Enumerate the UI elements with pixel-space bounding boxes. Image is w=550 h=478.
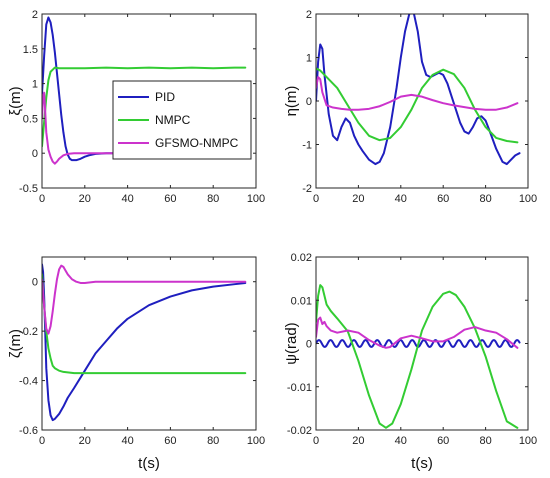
legend-label-nmpc: NMPC	[155, 113, 191, 127]
x-tick-label: 0	[313, 193, 319, 205]
x-tick-label: 60	[437, 435, 449, 447]
x-tick-label: 80	[479, 435, 491, 447]
x-tick-label: 20	[79, 193, 91, 205]
subplot-4: 0 20 40 60 80 100 -0.02 -0.01 0 0.01 0.02 ψ(rad) t(s…	[283, 252, 537, 472]
axes-box	[41, 13, 257, 189]
y-tick-label: 0	[306, 339, 312, 351]
x-tick-label: 60	[164, 435, 176, 447]
x-tick-label: 80	[207, 193, 219, 205]
series-line-gfsmo-nmpc	[42, 264, 247, 335]
y-tick-label: 2	[306, 9, 312, 21]
y-tick-label: -0.6	[19, 425, 38, 437]
y-tick-label: 0	[32, 148, 38, 160]
y-tick-label: 2	[32, 9, 38, 21]
y-tick-label: 1.5	[23, 44, 38, 56]
series-line-nmpc	[42, 273, 247, 375]
y-tick-label: 0.5	[23, 113, 38, 125]
x-tick-label: 60	[164, 193, 176, 205]
x-tick-label: 80	[479, 193, 491, 205]
x-tick-label: 100	[247, 435, 265, 447]
series-group	[42, 263, 247, 422]
plot-area	[42, 257, 256, 430]
series-line-gfsmo-nmpc	[316, 76, 519, 111]
legend-label-gfsmo-nmpc: GFSMO-NMPC	[155, 136, 239, 150]
y-axis-label: η(m)	[283, 86, 300, 117]
x-axis-label: t(s)	[411, 455, 433, 472]
series-group	[316, 14, 521, 166]
y-tick-label: 0.02	[291, 252, 312, 264]
y-tick-label: 0.01	[291, 295, 312, 307]
y-tick-label: -0.4	[19, 376, 38, 388]
y-tick-label: -0.02	[287, 425, 312, 437]
x-tick-label: 60	[437, 193, 449, 205]
x-axis-label: t(s)	[138, 455, 160, 472]
x-tick-label: 40	[121, 193, 133, 205]
series-line-nmpc	[316, 284, 519, 429]
subplot-2: 0 20 40 60 80 100 -2 -1 0 1 2 η(m)	[283, 9, 537, 205]
x-tick-label: 40	[395, 435, 407, 447]
x-tick-label: 0	[39, 435, 45, 447]
x-tick-label: 80	[207, 435, 219, 447]
x-tick-label: 0	[39, 193, 45, 205]
x-tick-label: 100	[519, 193, 537, 205]
series-line-pid	[316, 14, 521, 166]
y-tick-label: 0	[306, 96, 312, 108]
series-line-pid	[42, 263, 247, 422]
subplot-3: 0 20 40 60 80 100 -0.6 -0.4 -0.2 0 ζ(m) t(s)	[7, 256, 265, 472]
x-tick-label: 20	[352, 193, 364, 205]
y-tick-label: -1	[302, 140, 312, 152]
y-tick-label: -0.2	[19, 326, 38, 338]
y-axis-label: ψ(rad)	[283, 322, 300, 364]
y-tick-label: -0.01	[287, 382, 312, 394]
x-tick-label: 40	[121, 435, 133, 447]
x-tick-label: 40	[395, 193, 407, 205]
x-tick-label: 20	[79, 435, 91, 447]
x-tick-label: 100	[247, 193, 265, 205]
y-tick-label: 1	[306, 53, 312, 65]
y-axis-label: ζ(m)	[7, 329, 24, 358]
y-tick-label: 1	[32, 79, 38, 91]
legend-label-pid: PID	[155, 90, 175, 104]
y-tick-label: -0.5	[19, 183, 38, 195]
series-group	[316, 284, 521, 429]
x-tick-label: 0	[313, 435, 319, 447]
y-tick-label: -2	[302, 183, 312, 195]
legend: PID NMPC GFSMO-NMPC	[112, 80, 252, 160]
axes-box	[41, 256, 257, 431]
series-line-nmpc	[316, 67, 519, 144]
series-line-gfsmo-nmpc	[316, 316, 519, 349]
series-line-nmpc	[42, 66, 247, 148]
y-tick-label: 0	[32, 277, 38, 289]
plot-area	[316, 14, 528, 188]
x-tick-label: 100	[519, 435, 537, 447]
x-tick-label: 20	[352, 435, 364, 447]
y-axis-label: ξ(m)	[7, 86, 24, 115]
